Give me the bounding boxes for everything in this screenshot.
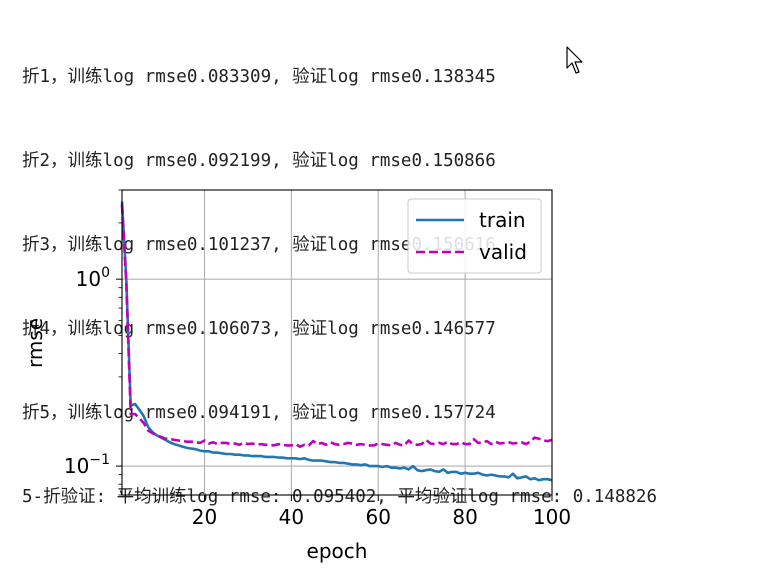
legend: train valid — [407, 198, 542, 274]
legend-box — [407, 198, 542, 274]
x-tick-label: 60 — [366, 505, 391, 529]
log-line: 折4，训练log rmse0.106073, 验证log rmse0.14657… — [22, 319, 496, 339]
output-log: 折1，训练log rmse0.083309, 验证log rmse0.13834… — [22, 7, 657, 539]
mouse-cursor-icon — [566, 46, 583, 74]
series-line-train — [120, 201, 553, 482]
y-axis-label: rmse — [23, 318, 47, 368]
x-tick-label: 40 — [279, 505, 304, 529]
y-tick-label: 10−1 — [64, 452, 110, 478]
log-summary-line: 5-折验证: 平均训练log rmse: 0.095402, 平均验证log r… — [22, 487, 658, 507]
log-line: 折5，训练log rmse0.094191, 验证log rmse0.15772… — [22, 403, 496, 423]
log-line: 折3，训练log rmse0.101237, 验证log rmse0.15061… — [22, 235, 496, 255]
series-layer — [120, 201, 553, 482]
ticks: 20 40 60 80 100 100 10−1 — [64, 189, 571, 529]
axes-frame — [121, 189, 553, 496]
x-axis-label: epoch — [307, 539, 368, 563]
legend-train-label: train — [479, 208, 526, 232]
legend-valid-label: valid — [479, 240, 527, 264]
log-line: 折2，训练log rmse0.092199, 验证log rmse0.15086… — [22, 151, 496, 171]
x-tick-label: 80 — [452, 505, 477, 529]
x-tick-label: 20 — [192, 505, 217, 529]
log-line: 折1，训练log rmse0.083309, 验证log rmse0.13834… — [22, 67, 496, 87]
y-tick-label: 100 — [76, 265, 110, 291]
series-line-valid — [120, 204, 553, 449]
x-tick-label: 100 — [533, 505, 571, 529]
